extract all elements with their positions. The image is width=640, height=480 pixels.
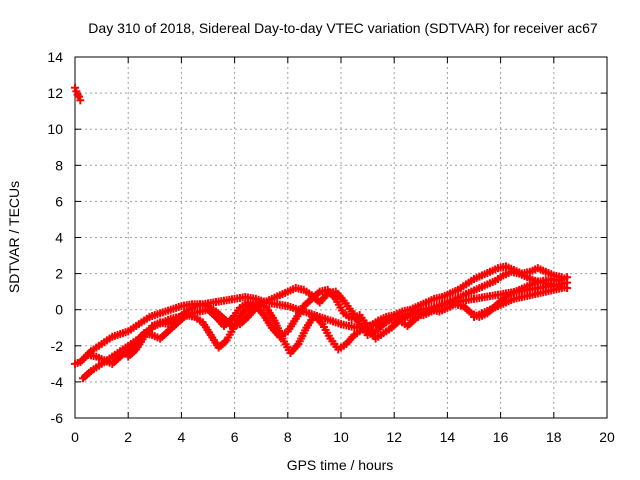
y-tick-label: 4 xyxy=(55,230,63,246)
x-axis-label: GPS time / hours xyxy=(287,457,394,473)
x-tick-label: 18 xyxy=(546,429,562,445)
y-tick-label: 10 xyxy=(47,121,63,137)
x-tick-label: 0 xyxy=(71,429,79,445)
y-tick-label: 2 xyxy=(55,266,63,282)
data-point xyxy=(76,96,85,105)
y-tick-label: -2 xyxy=(51,338,64,354)
y-axis-label: SDTVAR / TECUs xyxy=(6,181,22,293)
y-tick-label: 12 xyxy=(47,85,63,101)
y-tick-label: -6 xyxy=(51,410,64,426)
y-tick-label: -4 xyxy=(51,374,64,390)
x-tick-label: 6 xyxy=(231,429,239,445)
y-tick-label: 0 xyxy=(55,302,63,318)
x-tick-label: 16 xyxy=(493,429,509,445)
x-tick-label: 12 xyxy=(386,429,402,445)
chart-title: Day 310 of 2018, Sidereal Day-to-day VTE… xyxy=(88,20,598,36)
x-tick-label: 2 xyxy=(124,429,132,445)
y-tick-label: 8 xyxy=(55,157,63,173)
grid-lines xyxy=(75,57,607,418)
axis-ticks: 0 2 4 6 8 10 12 14 16 18 20 -6 -4 -2 0 2 4 6 8 10 12 14 xyxy=(47,49,615,445)
x-tick-label: 4 xyxy=(178,429,186,445)
x-tick-label: 10 xyxy=(333,429,349,445)
data-point xyxy=(563,273,572,282)
x-tick-label: 8 xyxy=(284,429,292,445)
y-tick-label: 14 xyxy=(47,49,63,65)
data-point xyxy=(557,284,566,293)
x-tick-label: 20 xyxy=(599,429,615,445)
data-points xyxy=(71,83,572,383)
x-tick-label: 14 xyxy=(440,429,456,445)
y-tick-label: 6 xyxy=(55,193,63,209)
